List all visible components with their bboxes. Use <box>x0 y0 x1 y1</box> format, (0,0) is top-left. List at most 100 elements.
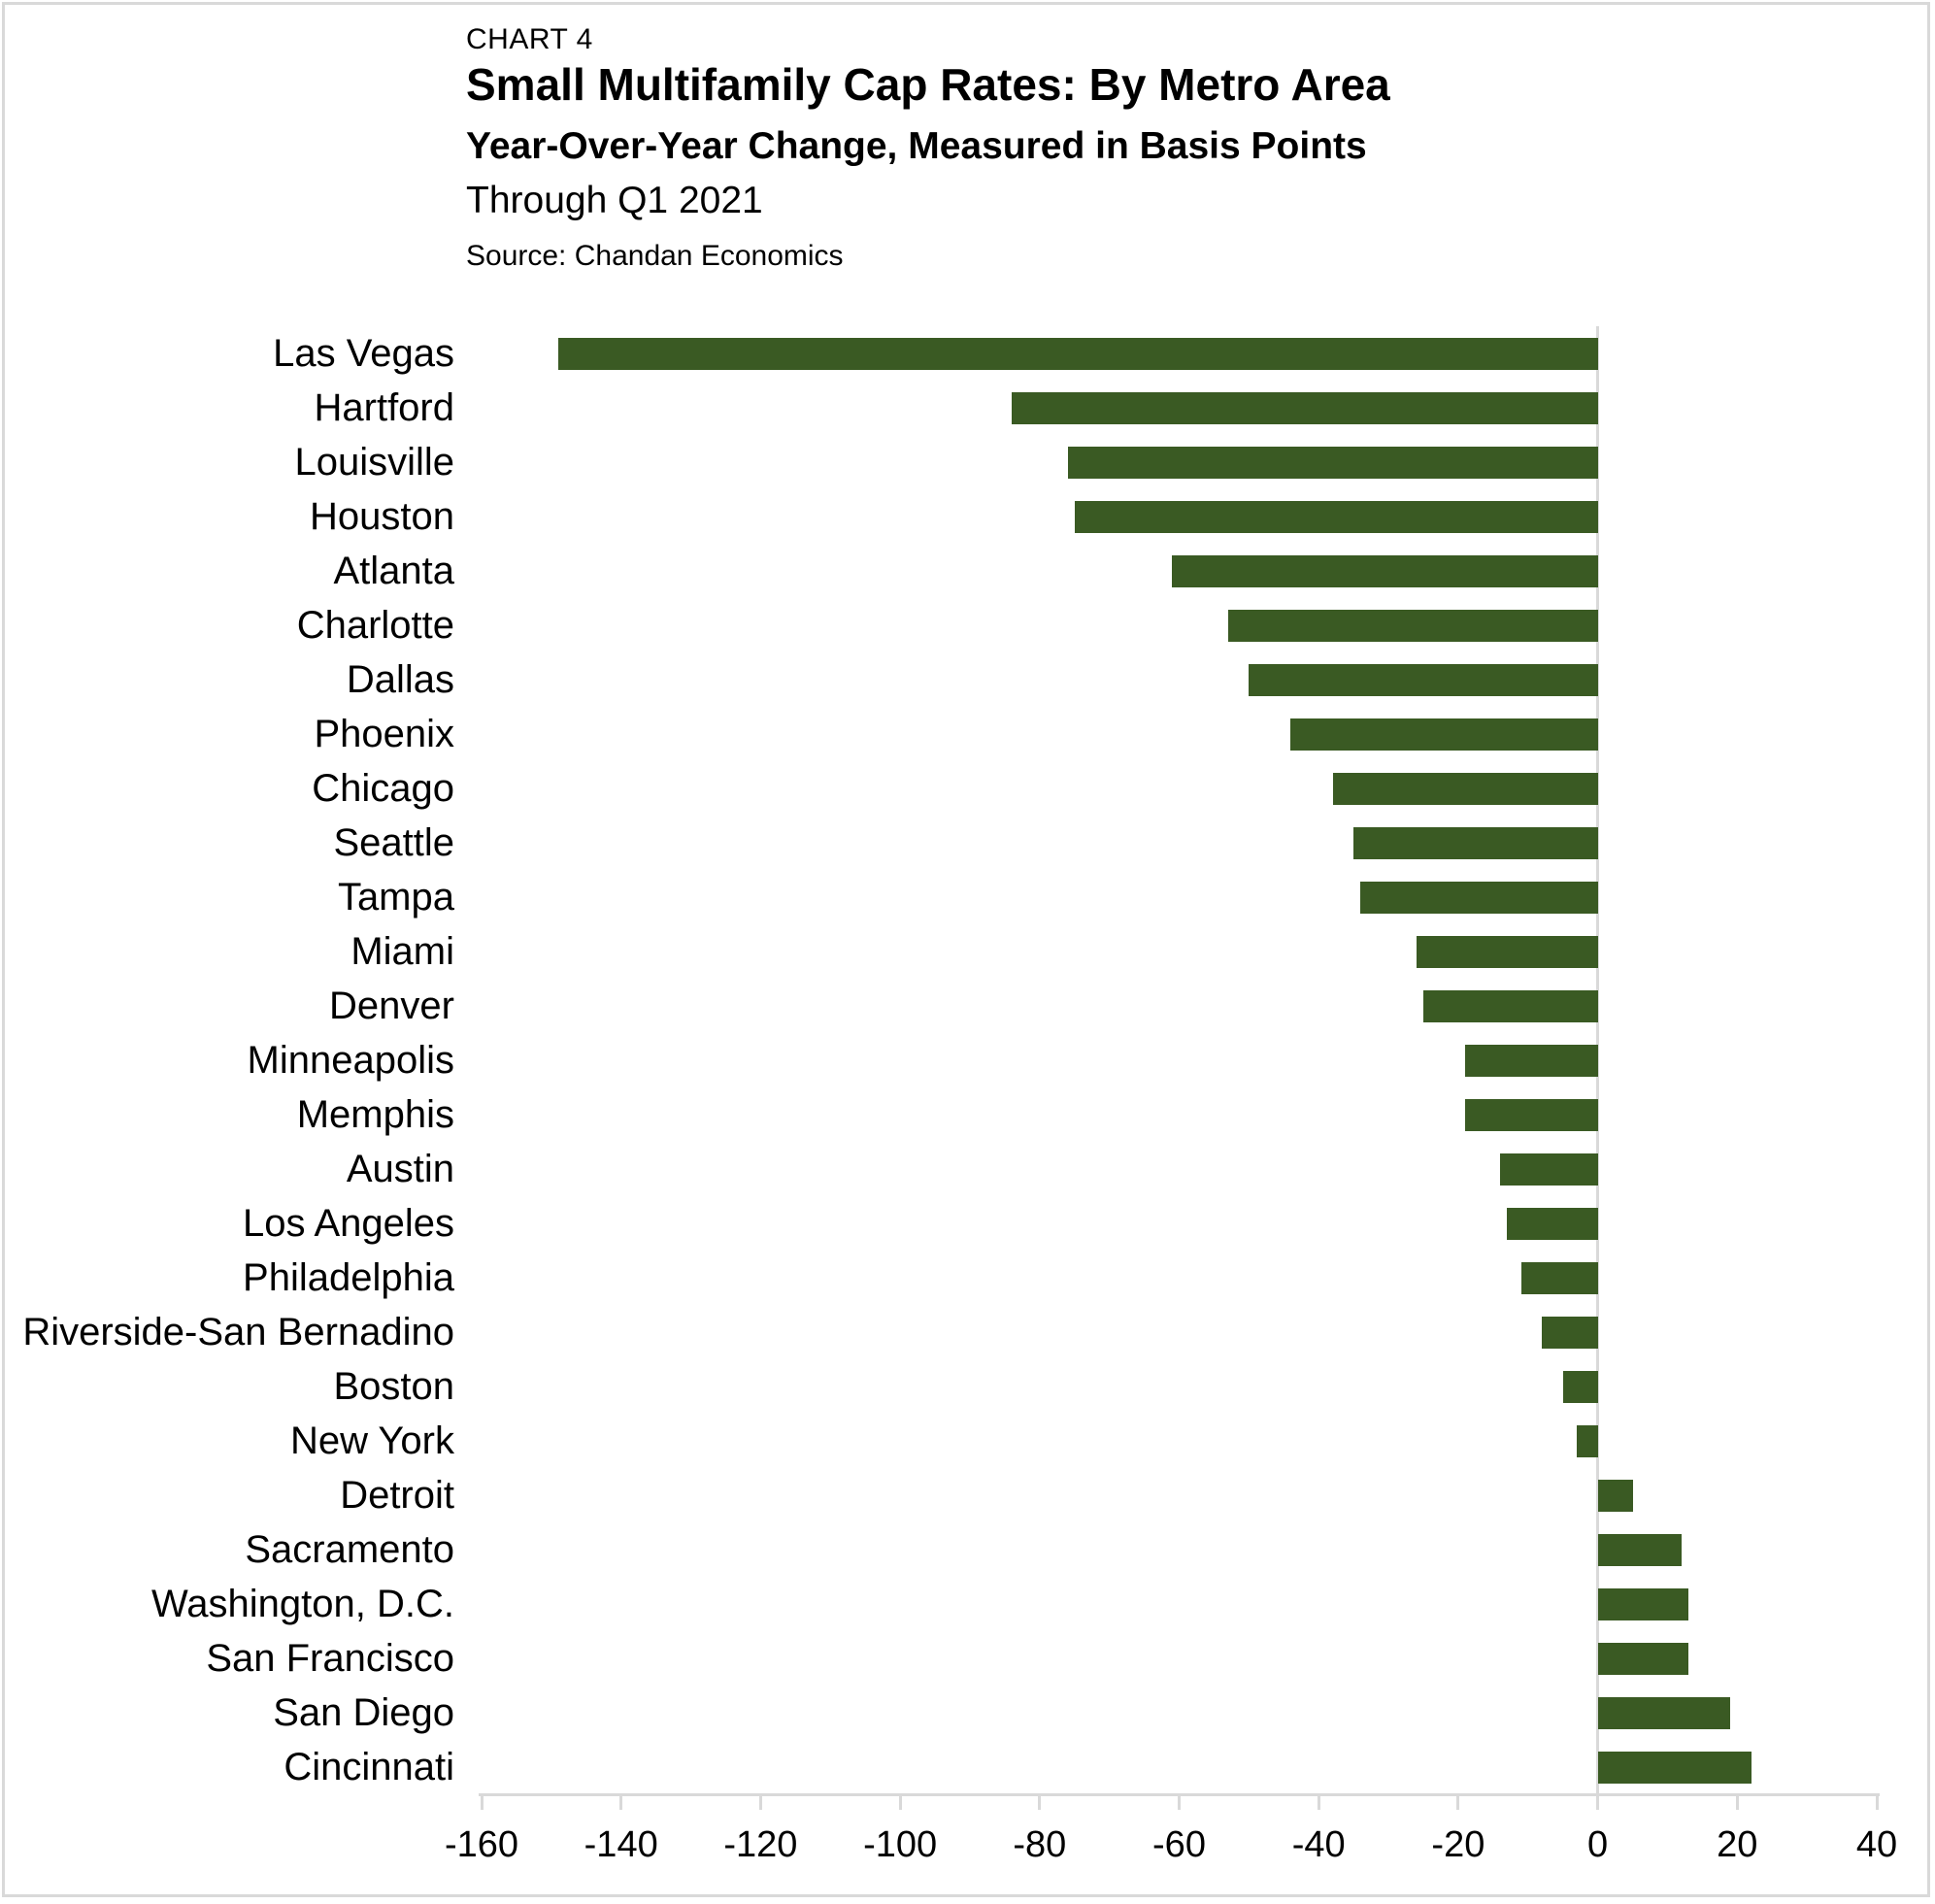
bar-row: Austin <box>0 1142 1935 1196</box>
bar-boston <box>1562 1370 1598 1403</box>
bar-row: New York <box>0 1414 1935 1468</box>
bar-row: Riverside-San Bernadino <box>0 1305 1935 1359</box>
bar-row: Charlotte <box>0 598 1935 652</box>
bar-row: Dallas <box>0 652 1935 707</box>
x-axis-tick-label: 40 <box>1855 1824 1898 1865</box>
category-label: San Francisco <box>206 1637 454 1680</box>
bar-row: Houston <box>0 489 1935 544</box>
bar-san-diego <box>1597 1696 1731 1729</box>
x-axis-tick <box>898 1793 902 1810</box>
bar-seattle <box>1353 826 1598 859</box>
category-label: Minneapolis <box>247 1039 454 1082</box>
x-axis-tick-label: 0 <box>1587 1824 1609 1865</box>
bar-las-vegas <box>558 337 1598 370</box>
bar-miami <box>1416 935 1598 968</box>
bar-philadelphia <box>1520 1261 1598 1294</box>
bar-memphis <box>1465 1098 1598 1131</box>
bar-row: Memphis <box>0 1087 1935 1142</box>
bar-row: Minneapolis <box>0 1033 1935 1087</box>
category-label: Detroit <box>340 1474 454 1517</box>
category-label: Louisville <box>294 441 454 484</box>
bar-row: Denver <box>0 979 1935 1033</box>
x-axis-tick-label: -100 <box>863 1824 938 1865</box>
bar-row: San Francisco <box>0 1631 1935 1686</box>
category-label: Seattle <box>333 821 454 864</box>
bar-riverside-san-bernadino <box>1542 1316 1598 1349</box>
bar-row: Atlanta <box>0 544 1935 598</box>
category-label: Riverside-San Bernadino <box>22 1311 454 1353</box>
bar-row: Detroit <box>0 1468 1935 1522</box>
chart-number-label: CHART 4 <box>466 23 593 55</box>
x-axis-tick <box>1735 1793 1739 1810</box>
category-label: Tampa <box>337 876 454 919</box>
bar-charlotte <box>1227 609 1598 642</box>
x-axis-tick <box>1178 1793 1181 1810</box>
category-label: Denver <box>329 985 454 1027</box>
category-label: Miami <box>350 930 454 973</box>
bar-tampa <box>1360 881 1598 914</box>
category-label: Phoenix <box>314 713 454 755</box>
category-label: Boston <box>333 1365 454 1408</box>
category-label: Los Angeles <box>243 1202 454 1245</box>
category-label: Las Vegas <box>273 332 454 375</box>
bar-los-angeles <box>1507 1207 1598 1240</box>
x-axis-tick <box>1596 1793 1600 1810</box>
bar-row: San Diego <box>0 1686 1935 1740</box>
x-axis-tick <box>1875 1793 1879 1810</box>
x-axis-tick <box>1038 1793 1042 1810</box>
bar-row: Philadelphia <box>0 1251 1935 1305</box>
bar-phoenix <box>1290 718 1598 751</box>
x-axis-tick <box>758 1793 762 1810</box>
bar-washington-d-c <box>1597 1587 1688 1620</box>
bar-minneapolis <box>1465 1044 1598 1077</box>
x-axis-tick-label: -20 <box>1431 1824 1485 1865</box>
bar-row: Tampa <box>0 870 1935 924</box>
chart-source: Source: Chandan Economics <box>466 240 844 272</box>
chart-period: Through Q1 2021 <box>466 180 763 221</box>
bar-new-york <box>1577 1424 1598 1457</box>
bar-houston <box>1074 500 1598 533</box>
bar-row: Hartford <box>0 381 1935 435</box>
bar-row: Cincinnati <box>0 1740 1935 1794</box>
bar-louisville <box>1067 446 1598 479</box>
category-label: Austin <box>346 1148 454 1190</box>
bar-row: Sacramento <box>0 1522 1935 1577</box>
bar-chicago <box>1332 772 1598 805</box>
zero-axis-line <box>1596 326 1600 1796</box>
category-label: Sacramento <box>245 1528 454 1571</box>
category-label: Philadelphia <box>243 1256 454 1299</box>
category-label: Memphis <box>296 1093 454 1136</box>
x-axis-tick-label: 20 <box>1717 1824 1758 1865</box>
category-label: Charlotte <box>296 604 454 647</box>
bar-row: Louisville <box>0 435 1935 489</box>
x-axis-tick-label: -80 <box>1013 1824 1067 1865</box>
bar-row: Phoenix <box>0 707 1935 761</box>
category-label: Hartford <box>314 386 455 429</box>
bar-row: Chicago <box>0 761 1935 816</box>
chart-subtitle: Year-Over-Year Change, Measured in Basis… <box>466 125 1367 167</box>
bar-dallas <box>1249 663 1598 696</box>
x-axis-tick-label: -40 <box>1291 1824 1346 1865</box>
category-label: Houston <box>310 495 454 538</box>
bar-row: Las Vegas <box>0 326 1935 381</box>
category-label: Washington, D.C. <box>151 1583 454 1625</box>
bar-row: Seattle <box>0 816 1935 870</box>
bar-row: Boston <box>0 1359 1935 1414</box>
x-axis-tick-label: -160 <box>444 1824 519 1865</box>
bar-row: Los Angeles <box>0 1196 1935 1251</box>
bar-san-francisco <box>1597 1642 1688 1675</box>
x-axis-tick-label: -120 <box>723 1824 798 1865</box>
bar-denver <box>1422 989 1598 1022</box>
category-label: Atlanta <box>333 550 454 592</box>
bar-row: Miami <box>0 924 1935 979</box>
category-label: San Diego <box>273 1691 454 1734</box>
bar-austin <box>1500 1152 1598 1186</box>
bar-sacramento <box>1597 1533 1682 1566</box>
x-axis-tick <box>1317 1793 1320 1810</box>
bar-detroit <box>1597 1479 1633 1512</box>
category-label: Chicago <box>312 767 454 810</box>
category-label: Cincinnati <box>284 1746 454 1788</box>
x-axis-tick <box>480 1793 484 1810</box>
